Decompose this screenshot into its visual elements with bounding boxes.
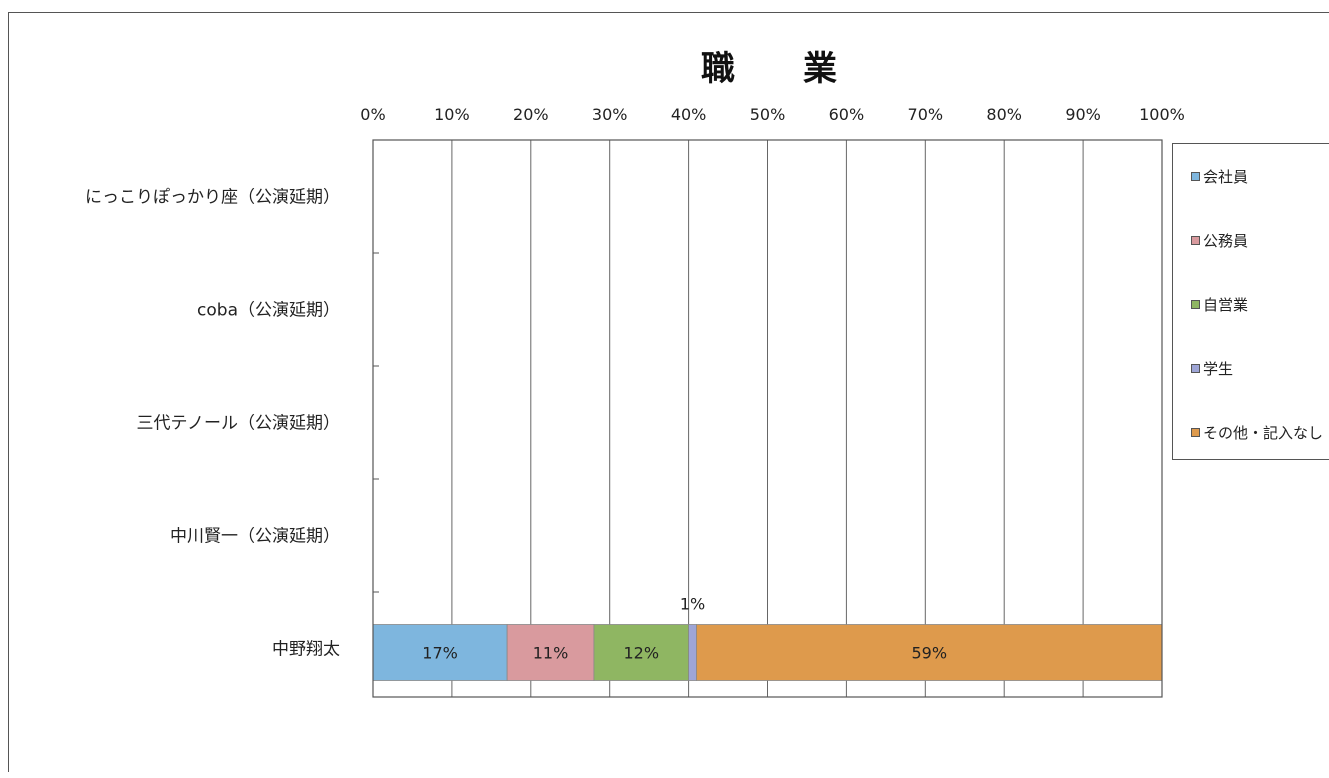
category-label: 中川賢一（公演延期）	[170, 527, 340, 547]
category-label: にっこりぽっかり座（公演延期）	[85, 188, 340, 208]
x-tick-label: 40%	[671, 105, 707, 124]
plot-area	[372, 139, 1163, 698]
category-labels: にっこりぽっかり座（公演延期） coba（公演延期） 三代テノール（公演延期） 中川賢…	[85, 188, 340, 660]
legend-swatch	[1191, 236, 1200, 245]
chart-frame	[8, 12, 1329, 772]
x-tick-label: 0%	[360, 105, 385, 124]
legend-label: その他・記入なし	[1203, 424, 1324, 442]
legend-label: 自営業	[1203, 296, 1249, 314]
legend-item: 会社員	[1191, 166, 1248, 187]
bar-segment	[688, 624, 697, 681]
x-tick-label: 80%	[986, 105, 1022, 124]
legend-label: 公務員	[1203, 232, 1249, 250]
legend-item: その他・記入なし	[1191, 422, 1323, 443]
chart-title: 職 業	[701, 49, 837, 89]
legend-label: 会社員	[1203, 168, 1249, 186]
legend-item: 公務員	[1191, 230, 1248, 251]
legend-item: 学生	[1191, 358, 1233, 379]
legend-swatch	[1191, 428, 1200, 437]
x-tick-label: 30%	[592, 105, 628, 124]
bar-segment	[593, 624, 689, 681]
legend: 会社員公務員自営業学生その他・記入なし	[1172, 143, 1329, 460]
category-label: 三代テノール（公演延期）	[137, 414, 341, 434]
legend-swatch	[1191, 300, 1200, 309]
bars	[372, 624, 1163, 681]
data-label: 11%	[533, 644, 569, 663]
bar-segment	[506, 624, 595, 681]
data-label: 17%	[422, 644, 458, 663]
legend-label: 学生	[1203, 360, 1234, 378]
data-labels: 17% 11% 12% 1% 59%	[422, 595, 947, 663]
x-tick-labels: 0% 10% 20% 30% 40% 50% 60% 70% 80% 90% 100%	[360, 105, 1185, 124]
legend-swatch	[1191, 364, 1200, 373]
x-tick-label: 50%	[750, 105, 786, 124]
x-tick-label: 60%	[829, 105, 865, 124]
gridlines	[373, 140, 1084, 697]
category-label: coba（公演延期）	[197, 301, 340, 321]
data-label: 59%	[911, 644, 947, 663]
x-tick-label: 90%	[1065, 105, 1101, 124]
bar-segment	[372, 624, 508, 681]
x-tick-label: 20%	[513, 105, 549, 124]
x-tick-label: 100%	[1139, 105, 1185, 124]
bar-segment	[696, 624, 1163, 681]
legend-item: 自営業	[1191, 294, 1248, 315]
category-label: 中野翔太	[272, 640, 340, 660]
data-label: 1%	[680, 595, 705, 614]
x-tick-label: 10%	[434, 105, 470, 124]
legend-swatch	[1191, 172, 1200, 181]
data-label: 12%	[623, 644, 659, 663]
x-tick-label: 70%	[908, 105, 944, 124]
